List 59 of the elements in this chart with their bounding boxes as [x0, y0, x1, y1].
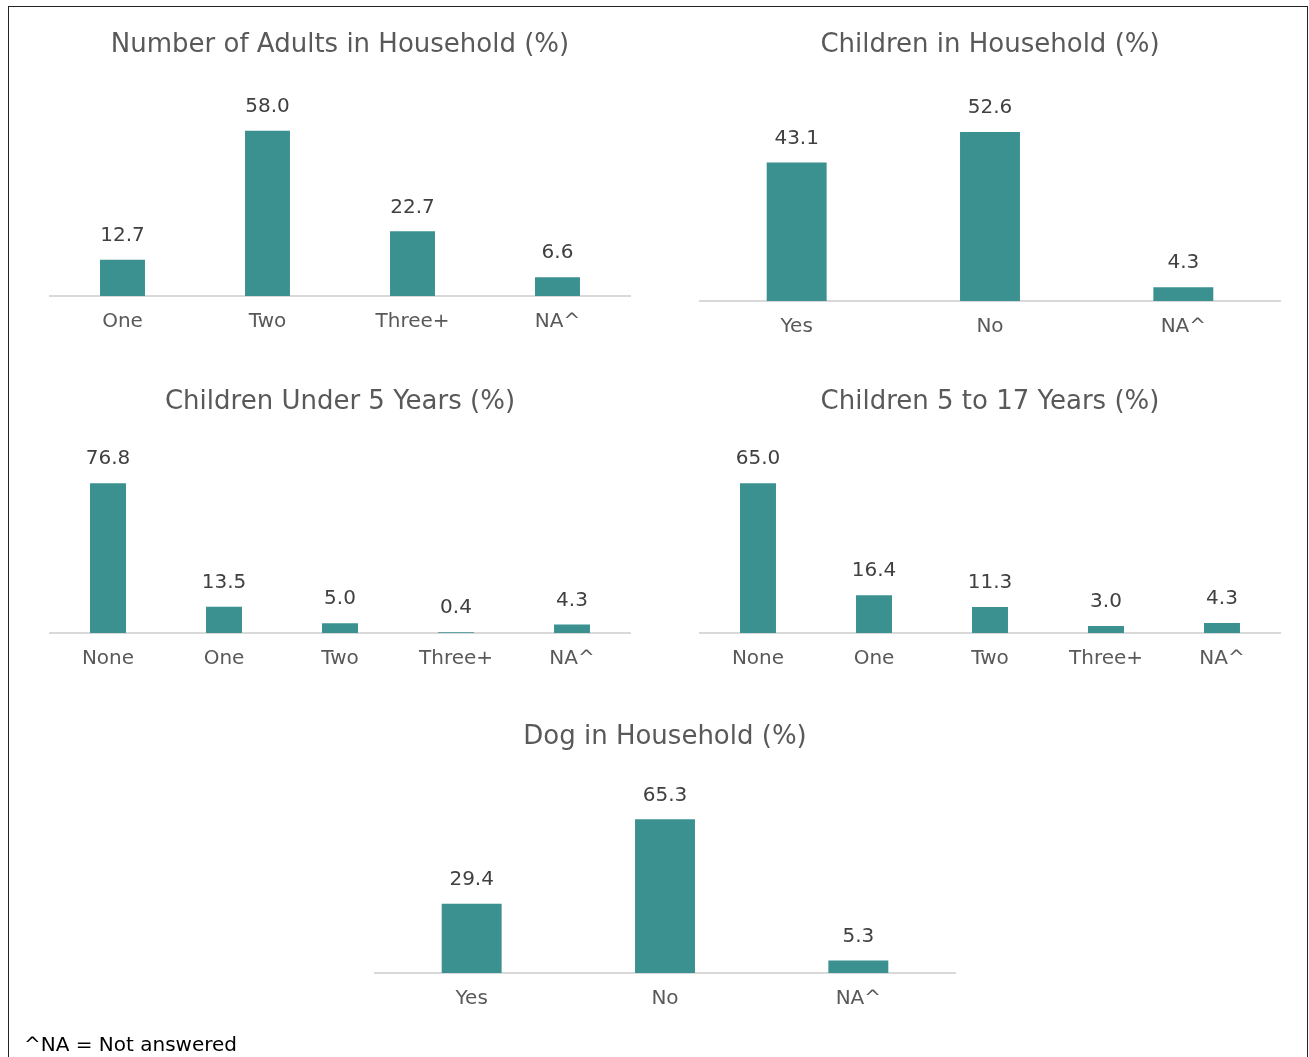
data-label: 11.3	[967, 569, 1013, 594]
bar	[1204, 623, 1240, 633]
chart-title: Children 5 to 17 Years (%)	[820, 385, 1160, 416]
data-label: 13.5	[201, 568, 247, 593]
data-label: 6.6	[541, 239, 574, 264]
data-label: 52.6	[967, 94, 1013, 119]
x-tick-label: Three+	[374, 308, 450, 333]
bar	[972, 606, 1008, 633]
x-tick-label: No	[976, 313, 1004, 338]
bar	[554, 624, 590, 633]
x-tick-label: None	[731, 645, 785, 670]
data-label: 12.7	[100, 222, 145, 247]
bar	[100, 259, 145, 296]
x-tick-label: Three+	[417, 645, 494, 670]
x-tick-label: NA^	[1199, 645, 1245, 670]
data-label: 5.3	[842, 922, 875, 947]
x-tick-label: Three+	[1067, 645, 1144, 670]
x-tick-label: Yes	[454, 985, 488, 1010]
bar	[535, 277, 580, 296]
x-tick-label: None	[81, 645, 135, 670]
text: ^NA = Not answered	[24, 1032, 238, 1056]
bar	[1088, 626, 1124, 633]
data-label: 4.3	[1206, 585, 1238, 610]
chart-title: Dog in Household (%)	[523, 720, 807, 751]
x-tick-label: No	[651, 985, 679, 1010]
chart-title: Children Under 5 Years (%)	[164, 385, 516, 416]
data-label: 29.4	[449, 866, 494, 891]
data-label: 3.0	[1090, 588, 1122, 613]
x-tick-label: One	[102, 308, 143, 333]
data-label: 4.3	[1167, 249, 1200, 274]
data-label: 22.7	[390, 193, 435, 218]
data-label: 58.0	[245, 92, 290, 117]
x-tick-label: Yes	[779, 313, 813, 338]
bar	[390, 231, 435, 296]
x-tick-label: Two	[970, 645, 1009, 670]
data-label: 5.0	[324, 585, 356, 610]
data-label: 43.1	[774, 124, 819, 149]
bar	[245, 130, 290, 296]
data-label: 65.3	[642, 781, 688, 806]
x-tick-label: NA^	[534, 308, 581, 333]
chart-title: Children in Household (%)	[820, 28, 1160, 59]
bar	[740, 483, 776, 633]
bar	[206, 606, 242, 633]
bar	[90, 483, 126, 633]
x-tick-label: One	[853, 645, 895, 670]
x-tick-label: NA^	[1160, 313, 1207, 338]
bar	[322, 623, 358, 633]
data-label: 76.8	[85, 445, 131, 470]
data-label: 0.4	[440, 594, 472, 619]
x-tick-label: NA^	[835, 985, 882, 1010]
data-label: 65.0	[735, 445, 781, 470]
x-tick-label: Two	[320, 645, 359, 670]
x-tick-label: Two	[247, 308, 287, 333]
data-label: 4.3	[556, 586, 588, 611]
x-tick-label: NA^	[549, 645, 595, 670]
bar	[856, 595, 892, 633]
data-label: 16.4	[851, 557, 897, 582]
x-tick-label: One	[203, 645, 245, 670]
chart-title: Number of Adults in Household (%)	[110, 28, 570, 59]
